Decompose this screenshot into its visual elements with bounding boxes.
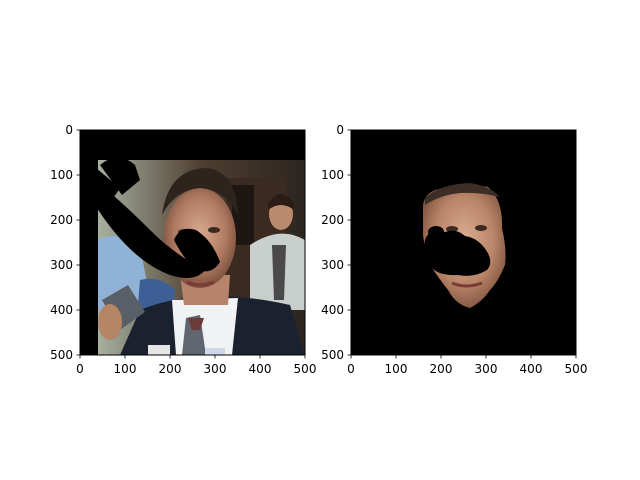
left-y-tick-label: 300 — [50, 258, 73, 272]
right-x-tick-label: 200 — [430, 362, 453, 376]
left-x-tick-label: 500 — [294, 362, 317, 376]
right-x-tick-label: 500 — [565, 362, 588, 376]
left-x-tick-label: 100 — [114, 362, 137, 376]
right-y-tick-label: 300 — [321, 258, 344, 272]
left-image — [80, 130, 305, 355]
right-x-tick-label: 300 — [475, 362, 498, 376]
left-x-tick-label: 400 — [249, 362, 272, 376]
right-image — [351, 130, 576, 355]
right-y-tick-label: 500 — [321, 348, 344, 362]
right-x-tick-label: 100 — [385, 362, 408, 376]
right-y-tick-label: 200 — [321, 213, 344, 227]
left-y-tick-label: 200 — [50, 213, 73, 227]
left-y-tick-label: 400 — [50, 303, 73, 317]
left-x-tick-label: 300 — [204, 362, 227, 376]
right-axes-frame — [350, 129, 577, 356]
right-x-tick-label: 400 — [520, 362, 543, 376]
right-y-tick-label: 100 — [321, 168, 344, 182]
left-y-tick-label: 0 — [65, 123, 73, 137]
left-y-tick-label: 100 — [50, 168, 73, 182]
left-x-tick-label: 0 — [76, 362, 84, 376]
right-x-tick-label: 0 — [347, 362, 355, 376]
right-y-tick-label: 400 — [321, 303, 344, 317]
left-x-tick-label: 200 — [159, 362, 182, 376]
left-axes-frame — [79, 129, 306, 356]
right-y-tick-label: 0 — [336, 123, 344, 137]
left-y-tick-label: 500 — [50, 348, 73, 362]
